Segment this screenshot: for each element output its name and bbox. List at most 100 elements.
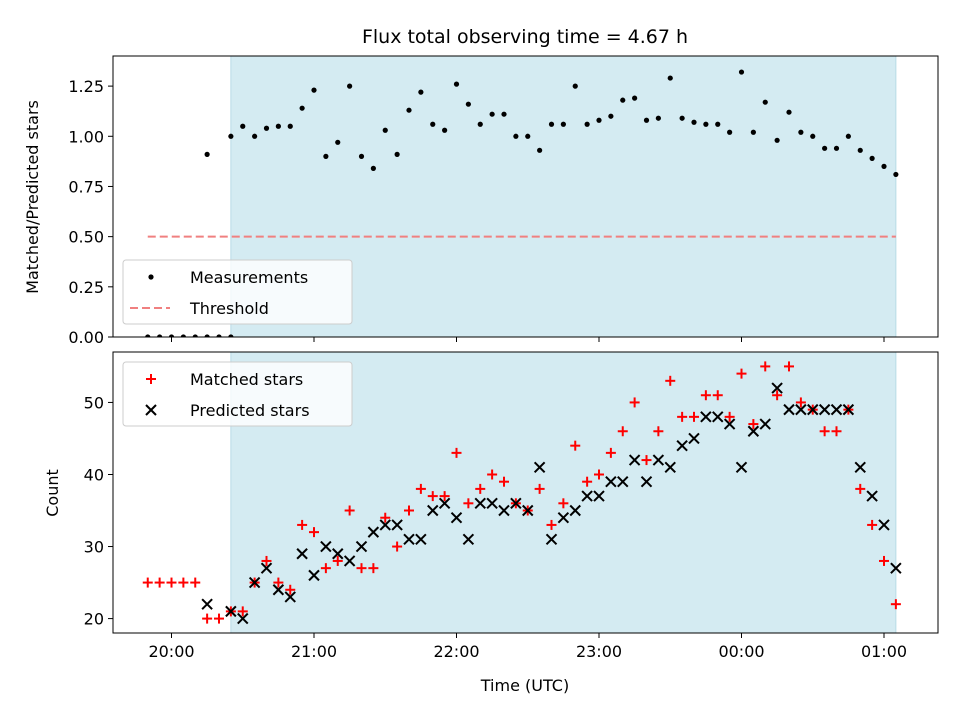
data-point	[368, 563, 379, 574]
data-point	[248, 576, 261, 589]
data-point	[501, 111, 507, 117]
data-point	[510, 497, 522, 510]
data-point	[691, 119, 697, 125]
legend-label: Matched stars	[190, 370, 303, 389]
data-point	[309, 527, 319, 538]
data-point	[474, 497, 486, 510]
data-point	[343, 555, 356, 567]
data-point	[774, 137, 780, 143]
data-point	[652, 454, 665, 466]
data-point	[795, 397, 806, 408]
data-point	[557, 512, 570, 524]
data-point	[772, 390, 783, 401]
data-point	[762, 99, 768, 105]
data-point	[178, 577, 189, 588]
data-point	[560, 121, 566, 127]
legend-box	[122, 259, 353, 325]
data-point	[237, 612, 249, 625]
legend-label: Predicted stars	[190, 401, 310, 420]
series-measurements	[145, 69, 899, 337]
data-point	[748, 419, 759, 430]
data-point	[878, 519, 890, 531]
data-point	[380, 512, 391, 523]
data-point	[415, 483, 426, 494]
chart-title: Flux total observing time = 4.67 h	[362, 26, 688, 48]
data-point	[430, 121, 436, 127]
data-point	[750, 129, 756, 135]
data-point	[784, 361, 794, 372]
y-tick-label: 20	[84, 610, 104, 629]
legend-marker	[145, 404, 157, 416]
data-point	[463, 498, 474, 509]
legend: Matched stars Predicted stars	[122, 361, 353, 427]
data-point	[735, 461, 748, 473]
x-tick-label: 20:00	[148, 642, 194, 661]
data-point	[570, 440, 581, 451]
x-axis-label: Time (UTC)	[480, 676, 569, 695]
data-point	[572, 83, 578, 89]
data-point	[700, 390, 711, 401]
data-point	[676, 439, 688, 452]
data-point	[225, 605, 237, 618]
data-point	[759, 418, 771, 430]
legend-marker	[148, 274, 154, 280]
bottom-y-axis-label: Count	[43, 469, 62, 517]
data-point	[157, 334, 163, 337]
data-point	[320, 540, 332, 553]
data-point	[617, 426, 628, 437]
data-point	[569, 504, 581, 517]
data-point	[608, 113, 614, 119]
data-point	[166, 577, 177, 588]
data-point	[594, 469, 604, 480]
data-point	[525, 133, 531, 139]
data-point	[145, 334, 151, 337]
data-point	[723, 418, 736, 430]
data-point	[593, 490, 605, 502]
data-point	[643, 117, 650, 123]
data-point	[154, 577, 165, 588]
data-point	[738, 69, 745, 75]
data-point	[168, 334, 175, 337]
data-point	[653, 426, 664, 437]
data-point	[715, 121, 721, 127]
data-point	[450, 512, 463, 524]
data-point	[879, 555, 889, 566]
data-point	[347, 83, 353, 89]
x-tick-label: 22:00	[433, 642, 479, 661]
data-point	[798, 129, 804, 135]
data-point	[370, 165, 376, 171]
data-point	[465, 101, 471, 107]
data-point	[273, 577, 284, 588]
y-tick-label: 1.00	[68, 127, 104, 146]
data-point	[786, 109, 792, 115]
data-point	[355, 540, 368, 553]
data-point	[358, 153, 365, 159]
data-point	[667, 75, 673, 81]
data-point	[332, 555, 343, 566]
data-point	[795, 403, 807, 416]
data-point	[620, 97, 626, 103]
data-point	[866, 490, 878, 502]
data-point	[427, 504, 439, 517]
data-point	[855, 483, 866, 494]
y-tick-label: 0.75	[68, 177, 104, 196]
y-tick-label: 40	[84, 465, 104, 484]
data-point	[228, 133, 234, 139]
data-point	[477, 121, 483, 127]
data-point	[382, 127, 388, 133]
data-point	[533, 461, 546, 473]
data-point	[214, 613, 224, 624]
data-point	[881, 163, 887, 169]
data-point	[498, 504, 510, 517]
data-point	[418, 89, 424, 95]
top-panel: 0.00 0.25 0.50 0.75 1.00 1.25 Measurements Thre…	[68, 55, 939, 347]
data-point	[703, 121, 709, 127]
data-point	[617, 475, 629, 488]
y-tick-label: 0.50	[68, 228, 104, 247]
data-point	[475, 483, 486, 494]
data-point	[629, 397, 640, 408]
data-point	[180, 334, 186, 337]
data-point	[890, 562, 902, 574]
data-point	[499, 476, 509, 487]
data-point	[760, 361, 771, 372]
